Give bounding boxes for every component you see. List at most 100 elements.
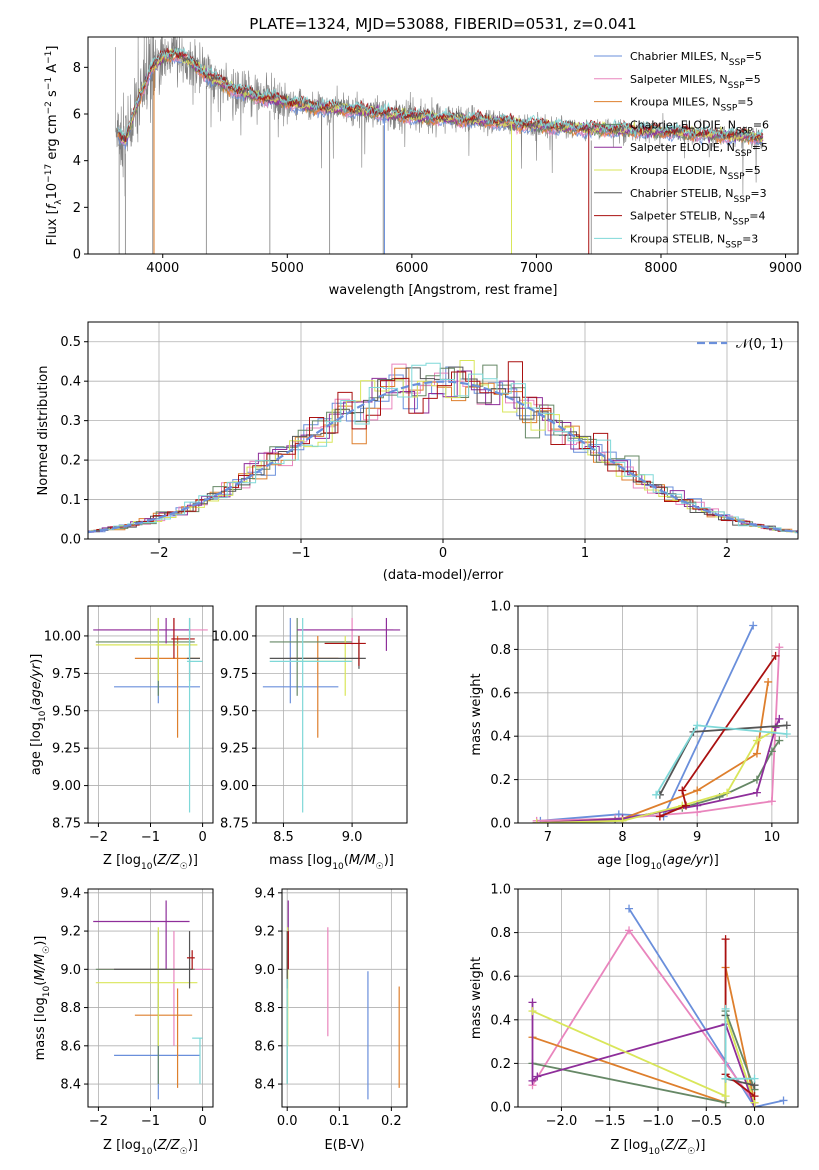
legend-entry: Chabrier STELIB, NSSP=3 [630,187,767,205]
series-point [721,1092,730,1101]
legend: 𝒩(0, 1) [697,337,783,352]
axes-frame [87,36,799,255]
y-tick-label: 9.25 [52,742,81,757]
y-tick-label: 8.8 [254,1001,275,1016]
histogram-series [88,370,798,532]
series-line [536,681,769,823]
series-point [750,1092,759,1101]
y-tick-label: 1.0 [490,883,511,898]
series-point [752,775,761,784]
panel-weight-age: 7 8 9 10 0.0 0.2 0.4 0.6 0.8 1.0 age [log10(age/yr… [469,600,799,872]
series-line [536,731,773,823]
plot-area [282,889,407,1107]
y-tick-label: 8.6 [60,1039,81,1054]
legend-entry: Chabrier MILES, NSSP=5 [630,50,762,68]
legend-entry: Kroupa MILES, NSSP=5 [630,96,754,114]
legend-entry: 𝒩(0, 1) [736,337,783,352]
panel-mass-Z: −2 −1 0 8.4 8.6 8.8 9.0 9.2 9.4 Z [log10(Z/Z☉)] ma… [33,886,214,1157]
y-tick-label: 0.2 [490,773,511,788]
series-point [775,714,784,723]
y-tick-label: 0.8 [490,643,511,658]
y-axis-label: mass weight [469,673,484,755]
y-tick-label: 0.0 [490,1101,511,1116]
x-tick-label: 8 [618,830,626,845]
series-point [782,721,791,730]
series-point [771,651,780,660]
y-tick-label: 8.75 [52,817,81,832]
series-point [721,1004,730,1013]
x-tick-label: −2 [149,546,168,561]
x-tick-label: −1 [141,1114,160,1129]
x-tick-label: 9000 [769,261,802,276]
x-tick-label: 5000 [271,261,304,276]
y-tick-label: 6 [73,108,81,123]
y-axis-label: mass weight [469,957,484,1039]
series-point [614,810,623,819]
y-tick-label: 8.8 [60,1001,81,1016]
series-line [536,739,781,823]
y-tick-label: 0.4 [60,375,81,390]
series-point [528,998,537,1007]
x-tick-label: 7000 [520,261,553,276]
y-tick-label: 1.0 [490,600,511,615]
series-point [775,643,784,652]
series-point [721,935,730,944]
x-axis-label: wavelength [Angstrom, rest frame] [329,283,558,298]
y-axis-label: age [log10(age/yr)] [29,654,48,776]
y-tick-label: 8.75 [220,817,249,832]
panel-spectrum: 4000 5000 6000 7000 8000 9000 0 2 4 6 8 PLATE=1324,… [44,15,802,298]
legend-entry: Kroupa ELODIE, NSSP=5 [630,164,761,182]
y-axis-label: mass [log10(M/M☉)] [33,936,52,1061]
series-line [628,908,784,1107]
series-line [724,939,756,1097]
legend-entry: Kroupa STELIB, NSSP=3 [630,232,758,250]
histogram-series [99,362,798,534]
y-tick-label: 0.1 [60,493,81,508]
y-tick-label: 0.2 [490,1057,511,1072]
plot-area [115,37,764,254]
series-point [775,736,784,745]
series-point [528,1076,537,1085]
plot-area [518,606,798,823]
y-tick-label: 2 [73,201,81,216]
x-tick-label: −1.5 [594,1114,626,1129]
normal-curve [88,380,798,534]
y-tick-label: 0.3 [60,414,81,429]
x-axis-label: Z [log10(Z/Z☉)] [103,853,198,872]
x-tick-label: 0.0 [277,1114,298,1129]
series-point [625,904,634,913]
y-tick-label: 9.50 [220,704,249,719]
series-point [693,786,702,795]
series-point [652,790,661,799]
x-axis-label: mass [log10(M/M☉)] [269,853,394,872]
series-point [721,1074,730,1083]
x-tick-label: 4000 [146,261,179,276]
y-tick-label: 0.6 [490,970,511,985]
axes-frame [281,888,408,1108]
series-point [682,801,690,810]
x-tick-label: −0.5 [690,1114,722,1129]
x-tick-label: 0.2 [381,1114,402,1129]
y-tick-label: 10.00 [212,629,249,644]
x-tick-label: −2.0 [546,1114,578,1129]
x-tick-label: 10 [764,830,781,845]
plot-area [88,606,213,823]
y-tick-label: 9.00 [52,779,81,794]
series-point [618,816,627,823]
y-tick-label: 4 [73,154,81,169]
x-tick-label: −1 [141,830,160,845]
y-tick-label: 9.4 [60,886,81,901]
series-point [752,736,761,745]
series-point [750,1074,759,1083]
y-tick-label: 0.5 [60,335,81,350]
x-tick-label: 0 [198,830,206,845]
series-line [536,718,781,823]
x-tick-label: 9 [693,830,701,845]
series-point [752,749,761,758]
y-tick-label: 9.00 [220,779,249,794]
x-tick-label: 0 [198,1114,206,1129]
y-tick-label: 0.4 [490,1013,511,1028]
panel-weight-Z: −2.0 −1.5 −1.0 −0.5 0.0 0.0 0.2 0.4 0.6 0.8 1.0 Z [… [469,883,799,1157]
x-tick-label: 1 [581,546,589,561]
